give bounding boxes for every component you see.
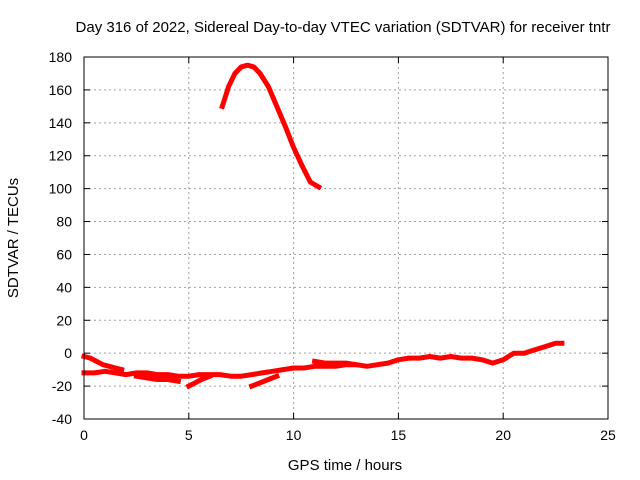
y-tick-label: -40 [52,411,72,427]
x-tick-label: 10 [286,427,302,443]
series-satellite-arc-high [219,62,323,191]
x-tick-label: 15 [391,427,407,443]
y-axis-label: SDTVAR / TECUs [5,178,22,298]
x-tick-label: 20 [495,427,511,443]
y-tick-label: 20 [56,312,72,328]
y-tick-label: 120 [49,148,73,164]
y-tick-label: 0 [64,345,72,361]
series-satellite-arc-dip2 [248,372,281,390]
x-axis-label: GPS time / hours [288,457,402,474]
series-satellite-arc-early [80,353,125,373]
y-tick-label: 80 [56,214,72,230]
x-tick-label: 0 [80,427,88,443]
series-layer [80,62,565,390]
plot-frame [83,56,609,420]
y-tick-label: 40 [56,279,72,295]
series-satellite-arc-lateseg [311,358,360,368]
series-satellite-arc-dip1 [185,372,214,390]
y-tick-label: 60 [56,246,72,262]
chart-title: Day 316 of 2022, Sidereal Day-to-day VTE… [76,19,611,36]
y-tick-label: -20 [52,378,72,394]
tick-layer: 0 5 10 15 20 25 -40 -20 0 20 40 60 80 100 120 140 160 180 [49,49,616,443]
y-tick-label: 100 [49,181,73,197]
series-satellite-arc-main [81,340,565,379]
x-tick-label: 5 [185,427,193,443]
y-tick-label: 180 [49,49,73,65]
y-tick-label: 140 [49,115,73,131]
x-tick-label: 25 [600,427,616,443]
y-tick-label: 160 [49,82,73,98]
series-satellite-arc-mid1 [133,373,182,385]
